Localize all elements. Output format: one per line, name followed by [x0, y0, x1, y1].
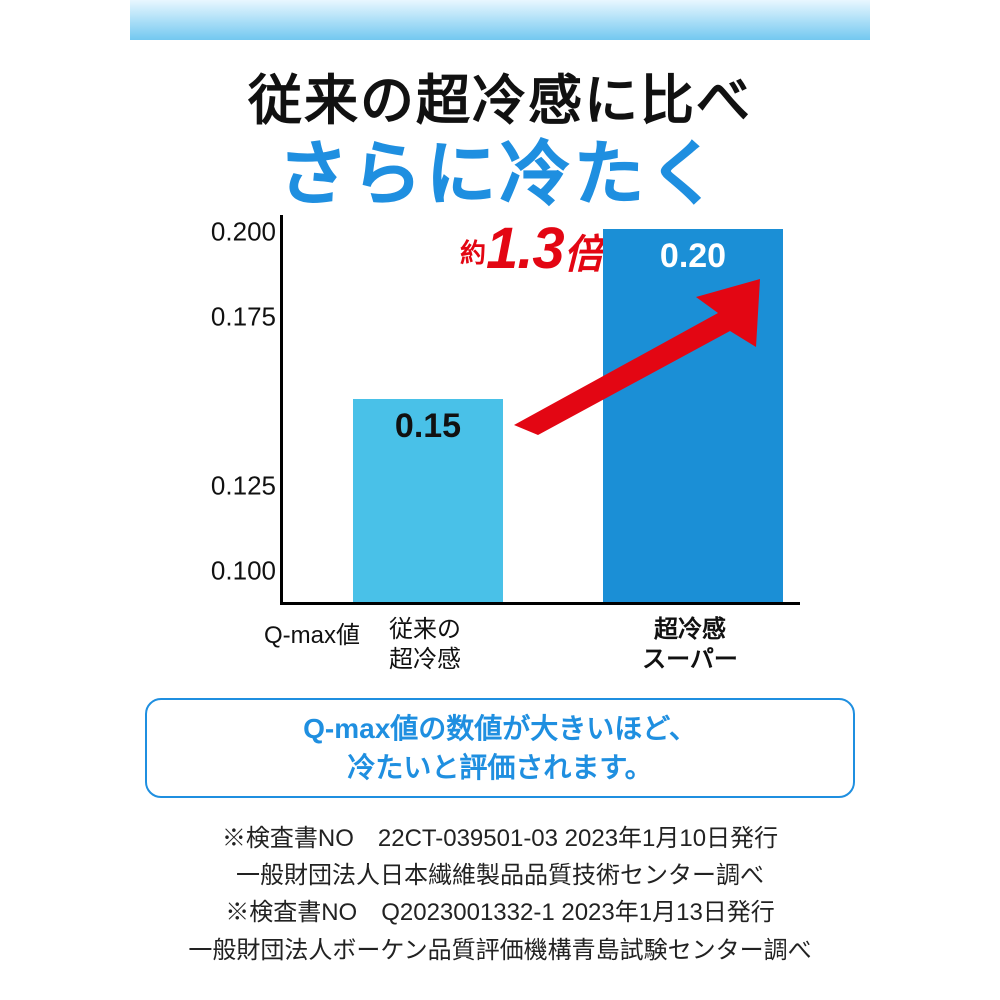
- bar-category-0: 従来の超冷感: [350, 615, 500, 675]
- y-axis-label: Q-max値: [180, 615, 360, 650]
- bar-0: 0.15: [353, 399, 503, 602]
- footnote-4: 一般財団法人ボーケン品質評価機構青島試験センター調べ: [0, 932, 1000, 969]
- info-note-box: Q-max値の数値が大きいほど、 冷たいと評価されます。: [145, 698, 855, 798]
- bar-value-label: 0.15: [353, 407, 503, 446]
- y-tick-label: 0.125: [188, 471, 276, 502]
- note-line-2: 冷たいと評価されます。: [347, 752, 652, 783]
- up-arrow-icon: [510, 275, 770, 435]
- y-tick-label: 0.100: [188, 556, 276, 587]
- y-tick-label: 0.200: [188, 216, 276, 247]
- note-line-1: Q-max値の数値が大きいほど、: [303, 713, 697, 744]
- footnotes: ※検査書NO 22CT-039501-03 2023年1月10日発行 一般財団法…: [0, 820, 1000, 969]
- header-accent-bar: [130, 0, 870, 40]
- footnote-1: ※検査書NO 22CT-039501-03 2023年1月10日発行: [0, 820, 1000, 857]
- qmax-bar-chart: 約1.3倍UP! 0.1000.1250.1750.2000.150.20 Q-…: [180, 215, 820, 655]
- bar-value-label: 0.20: [603, 237, 783, 276]
- bar-category-1: 超冷感スーパー: [600, 615, 780, 675]
- footnote-2: 一般財団法人日本繊維製品品質技術センター調べ: [0, 857, 1000, 894]
- footnote-3: ※検査書NO Q2023001332-1 2023年1月13日発行: [0, 894, 1000, 931]
- title-line-2: さらに冷たく: [0, 118, 1000, 219]
- y-tick-label: 0.175: [188, 301, 276, 332]
